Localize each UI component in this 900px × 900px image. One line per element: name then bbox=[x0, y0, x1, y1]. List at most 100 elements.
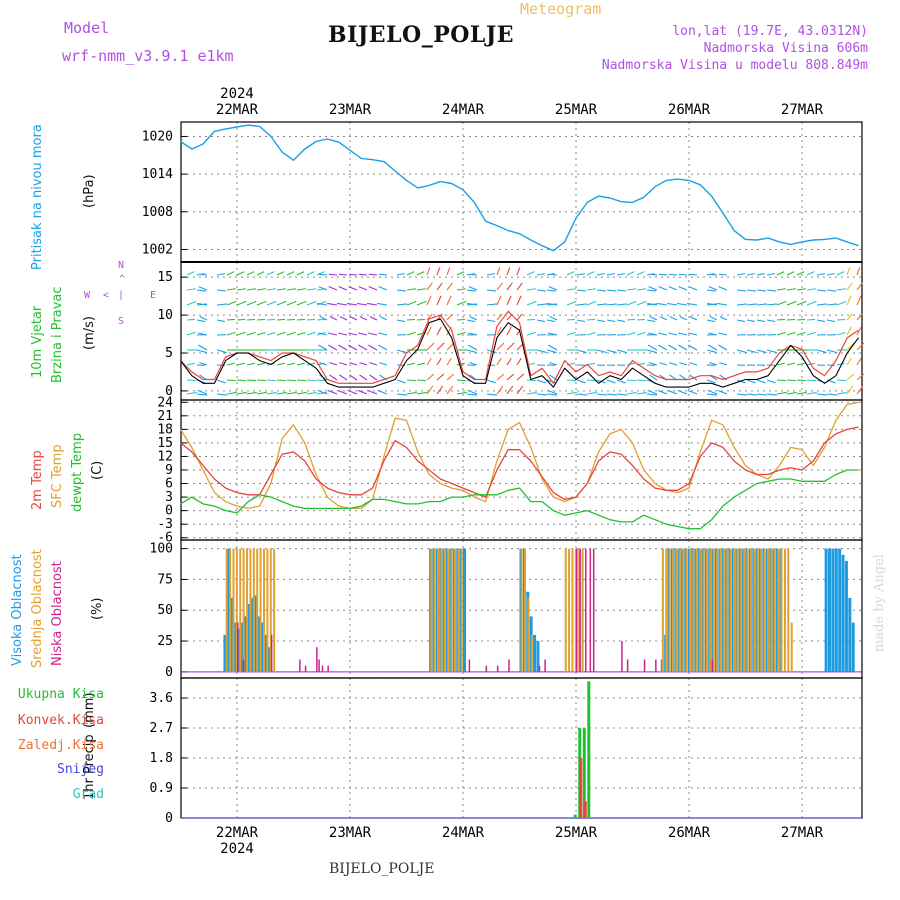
cloud-bar bbox=[827, 548, 831, 672]
wind-arrow bbox=[766, 393, 778, 396]
wind-arrow bbox=[616, 289, 626, 292]
model-label: Model bbox=[64, 19, 110, 37]
wind-arrow bbox=[626, 271, 635, 276]
cloud-bar bbox=[668, 548, 671, 672]
wind-arrow bbox=[349, 374, 358, 381]
cloud-bar bbox=[568, 548, 571, 672]
wind-arrow bbox=[669, 315, 678, 321]
cloud-bar bbox=[508, 659, 510, 672]
y-tick-label: 100 bbox=[150, 542, 173, 557]
wind-arrow bbox=[796, 300, 807, 306]
wind-arrow bbox=[436, 385, 444, 395]
x-tick-label-top: 23MAR bbox=[329, 102, 372, 118]
wind-arrow bbox=[216, 349, 227, 354]
y-tick-label: -3 bbox=[157, 517, 173, 532]
wind-arrow bbox=[367, 389, 378, 395]
wind-arrow bbox=[766, 303, 778, 306]
wind-arrow bbox=[496, 267, 501, 276]
wind-arrow bbox=[606, 349, 617, 354]
wind-arrow bbox=[456, 288, 466, 291]
wind-arrow bbox=[416, 318, 426, 321]
wind-arrow bbox=[236, 300, 247, 306]
y-tick-label: 10 bbox=[157, 308, 173, 323]
wind-arrow bbox=[256, 362, 265, 366]
wind-arrow bbox=[756, 319, 765, 323]
cloud-bar bbox=[689, 548, 691, 672]
wind-arrow bbox=[316, 300, 327, 306]
wind-arrow bbox=[276, 300, 287, 306]
cloud-bar bbox=[760, 548, 763, 672]
wind-arrow bbox=[216, 289, 226, 292]
wind-arrow bbox=[856, 373, 865, 381]
wind-arrow bbox=[846, 326, 852, 336]
cloud-bar bbox=[838, 548, 842, 672]
wind-arrow bbox=[659, 315, 668, 321]
wind-arrow bbox=[636, 391, 647, 395]
wind-arrow bbox=[286, 391, 297, 395]
wind-arrow bbox=[826, 349, 837, 354]
wind-arrow bbox=[756, 379, 766, 384]
wind-arrow bbox=[378, 344, 388, 351]
sfc-temp-line bbox=[179, 401, 859, 510]
cloud-bar bbox=[824, 548, 828, 672]
wind-arrow bbox=[276, 318, 286, 321]
wind-arrow bbox=[296, 300, 307, 306]
cloud-bar bbox=[672, 548, 675, 672]
wind-arrow bbox=[396, 289, 406, 292]
wind-arrow bbox=[526, 288, 536, 291]
wind-arrow bbox=[706, 319, 715, 323]
wind-arrow bbox=[216, 379, 226, 384]
wind-arrow bbox=[216, 319, 225, 323]
wind-arrow bbox=[626, 362, 635, 366]
wind-arrow bbox=[506, 326, 512, 336]
wind-arrow bbox=[186, 391, 197, 395]
cloud-bar bbox=[682, 548, 685, 672]
wind-arrow bbox=[856, 326, 862, 336]
y-tick-label: 21 bbox=[157, 409, 173, 424]
legend-snow: Snijeg bbox=[57, 762, 104, 777]
wind-arrow bbox=[586, 331, 596, 336]
wind-arrow bbox=[636, 300, 647, 306]
wind-arrow bbox=[526, 391, 537, 395]
wind-arrow bbox=[347, 389, 358, 395]
wind-arrow bbox=[576, 303, 588, 306]
wind-arrow bbox=[816, 349, 827, 354]
wind-arrow bbox=[236, 362, 245, 366]
wind-arrow bbox=[786, 300, 797, 306]
wind-arrow bbox=[736, 393, 748, 396]
wind-arrow bbox=[426, 295, 432, 306]
wind-arrow bbox=[338, 344, 348, 351]
wind-arrow bbox=[426, 313, 433, 321]
wind-arrow bbox=[836, 362, 845, 366]
x-tick-label-top: 26MAR bbox=[668, 102, 711, 118]
wind-arrow bbox=[416, 331, 426, 336]
wind-arrow bbox=[266, 391, 277, 395]
cloud-bar bbox=[643, 659, 646, 672]
wind-arrow bbox=[196, 319, 205, 323]
cloud-bar bbox=[743, 548, 746, 672]
cloud-bar bbox=[223, 634, 227, 672]
cloud-bar bbox=[273, 548, 276, 672]
cloud-bar bbox=[790, 622, 793, 672]
wind-arrow bbox=[416, 391, 427, 395]
cloud-bar bbox=[256, 548, 259, 672]
wind-arrow bbox=[566, 391, 577, 395]
wind-arrow bbox=[718, 273, 728, 276]
y-tick-label: 12 bbox=[157, 449, 173, 464]
precip-bar bbox=[587, 681, 591, 818]
y-tick-label: 50 bbox=[157, 603, 173, 618]
wind-arrow bbox=[486, 393, 498, 396]
wind-arrow bbox=[626, 300, 637, 306]
wind-arrow bbox=[646, 289, 656, 292]
y-tick-label: 3 bbox=[165, 490, 173, 505]
cloud-bar bbox=[264, 634, 268, 672]
wind-arrow bbox=[678, 273, 688, 276]
wind-arrow bbox=[466, 393, 478, 396]
wind-arrow bbox=[796, 391, 807, 395]
wind-arrow bbox=[348, 332, 358, 336]
wind-arrow bbox=[296, 379, 307, 382]
y-tick-label: 0 bbox=[165, 504, 173, 519]
wind-arrow bbox=[687, 302, 698, 306]
wind-arrow bbox=[367, 302, 378, 306]
legend-freezing-rain: Zaledj.Kisa bbox=[17, 738, 104, 753]
